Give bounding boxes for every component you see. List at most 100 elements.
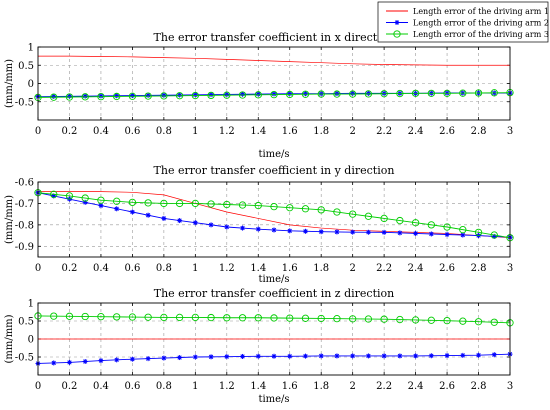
data-point bbox=[490, 318, 498, 326]
data-point bbox=[161, 355, 167, 361]
data-point bbox=[317, 206, 325, 214]
data-point bbox=[255, 353, 261, 359]
marker-stroke bbox=[161, 93, 167, 98]
data-point bbox=[223, 314, 231, 322]
x-tick-label: 0.2 bbox=[62, 126, 78, 137]
marker-stroke bbox=[303, 353, 308, 359]
x-tick-label: 1.8 bbox=[313, 381, 329, 392]
marker-stroke bbox=[287, 354, 292, 359]
data-point bbox=[287, 228, 293, 234]
marker-stroke bbox=[394, 20, 400, 25]
y-tick-label: -0.7 bbox=[15, 199, 34, 210]
marker-stroke bbox=[240, 225, 245, 231]
data-point bbox=[286, 314, 294, 322]
marker-stroke bbox=[193, 354, 198, 360]
marker-stroke bbox=[114, 93, 119, 98]
series-arm-3 bbox=[34, 88, 514, 102]
data-point bbox=[238, 314, 247, 322]
data-point bbox=[334, 229, 340, 235]
series-line bbox=[37, 92, 511, 98]
data-point bbox=[349, 315, 357, 323]
chart-title: The error transfer coefficient in z dire… bbox=[154, 287, 394, 300]
data-point bbox=[428, 231, 434, 237]
data-point bbox=[427, 89, 435, 98]
chart-panel-3: The error transfer coefficient in z dire… bbox=[4, 287, 514, 405]
marker-stroke bbox=[130, 209, 135, 215]
x-tick-label: 1.8 bbox=[313, 263, 329, 274]
data-point bbox=[350, 353, 356, 359]
data-point bbox=[208, 222, 214, 228]
x-tick-label: 1.6 bbox=[282, 381, 298, 392]
x-tick-label: 1.4 bbox=[250, 126, 266, 137]
marker-stroke bbox=[366, 353, 371, 359]
data-point bbox=[81, 93, 89, 101]
marker-stroke bbox=[51, 360, 56, 366]
marker-stroke bbox=[193, 220, 198, 225]
y-tick-label: -0.6 bbox=[15, 178, 34, 189]
marker-stroke bbox=[397, 230, 403, 236]
series-arm-3 bbox=[34, 189, 514, 242]
x-tick-label: 0.6 bbox=[124, 381, 140, 392]
x-tick-label: 1.2 bbox=[219, 126, 235, 137]
data-point bbox=[349, 90, 357, 98]
data-point bbox=[333, 90, 341, 98]
data-point bbox=[396, 216, 404, 225]
chart-panel-2: The error transfer coefficient in y dire… bbox=[4, 164, 514, 285]
series-arm-1 bbox=[38, 55, 510, 66]
data-point bbox=[443, 223, 451, 231]
data-point bbox=[129, 209, 135, 215]
series-line bbox=[37, 192, 511, 239]
marker-stroke bbox=[193, 92, 198, 97]
data-point bbox=[271, 353, 277, 359]
data-point bbox=[177, 355, 183, 361]
data-point bbox=[81, 312, 89, 321]
marker-stroke bbox=[413, 353, 418, 359]
data-point bbox=[177, 218, 183, 224]
marker-stroke bbox=[287, 228, 292, 234]
marker-stroke bbox=[114, 357, 119, 363]
data-point bbox=[82, 93, 88, 99]
marker-stroke bbox=[224, 224, 229, 230]
legend-box bbox=[377, 1, 549, 43]
data-point bbox=[50, 190, 58, 198]
data-point bbox=[301, 205, 310, 213]
marker-stroke bbox=[334, 229, 340, 235]
data-point bbox=[286, 204, 294, 212]
data-point bbox=[364, 315, 373, 323]
marker-stroke bbox=[208, 222, 214, 228]
data-point bbox=[240, 91, 246, 97]
series-arm-3 bbox=[34, 312, 514, 327]
data-point bbox=[128, 198, 137, 207]
data-point bbox=[113, 92, 121, 101]
data-point bbox=[114, 357, 120, 363]
data-point bbox=[443, 89, 451, 98]
legend-item-arm-1: Length error of the driving arm 1 bbox=[386, 7, 549, 16]
data-point bbox=[81, 194, 89, 202]
x-tick-label: 0 bbox=[35, 263, 41, 274]
data-point bbox=[286, 90, 294, 99]
data-point bbox=[459, 89, 467, 97]
x-axis-label: time/s bbox=[258, 149, 289, 160]
data-point bbox=[175, 92, 184, 100]
data-point bbox=[476, 352, 482, 358]
x-tick-label: 0.4 bbox=[93, 381, 109, 392]
marker-stroke bbox=[98, 93, 104, 99]
y-tick-label: -0.5 bbox=[15, 353, 34, 364]
x-tick-label: 3 bbox=[507, 381, 513, 392]
y-tick-label: 0 bbox=[28, 79, 34, 90]
marker-stroke bbox=[98, 358, 104, 363]
data-point bbox=[65, 312, 74, 320]
data-point bbox=[334, 353, 340, 359]
data-point bbox=[491, 352, 497, 358]
data-point bbox=[223, 200, 231, 209]
x-tick-label: 0.2 bbox=[62, 381, 78, 392]
data-point bbox=[255, 91, 261, 97]
marker-stroke bbox=[130, 357, 135, 362]
marker-stroke bbox=[98, 203, 104, 208]
data-point bbox=[349, 210, 357, 218]
marker-stroke bbox=[208, 92, 214, 97]
marker-stroke bbox=[350, 229, 355, 235]
marker-stroke bbox=[319, 229, 324, 234]
data-point bbox=[65, 93, 74, 101]
x-tick-label: 1.6 bbox=[282, 263, 298, 274]
